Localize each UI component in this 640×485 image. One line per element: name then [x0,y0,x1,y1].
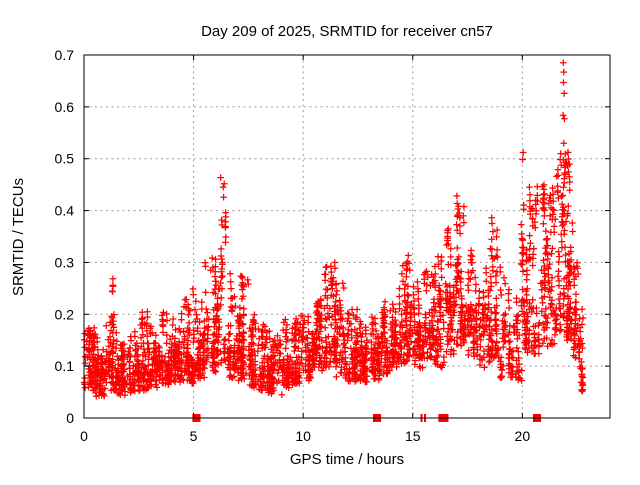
x-tick-label: 10 [295,428,311,444]
x-tick-label: 15 [405,428,421,444]
y-tick-label: 0.2 [55,306,75,322]
y-axis-label: SRMTID / TECUs [10,178,27,296]
tick-label-layer: 0 5 10 15 20 0 0.1 0.2 0.3 0.4 0.5 0.6 0.7 [55,47,531,444]
x-tick-label: 5 [190,428,198,444]
scatter-points [80,59,587,400]
chart-title: Day 209 of 2025, SRMTID for receiver cn5… [201,23,493,40]
tick-layer [83,54,610,419]
x-tick-label: 20 [515,428,531,444]
x-axis-label: GPS time / hours [290,451,404,468]
y-tick-label: 0 [66,410,74,426]
y-tick-label: 0.3 [55,254,75,270]
scatter-layer [80,59,587,400]
y-tick-label: 0.7 [55,47,75,63]
plot-border [83,54,611,419]
x-tick-label: 0 [80,428,88,444]
y-tick-label: 0.4 [55,203,75,219]
y-tick-label: 0.6 [55,99,75,115]
y-tick-label: 0.1 [55,358,75,374]
y-tick-label: 0.5 [55,151,75,167]
